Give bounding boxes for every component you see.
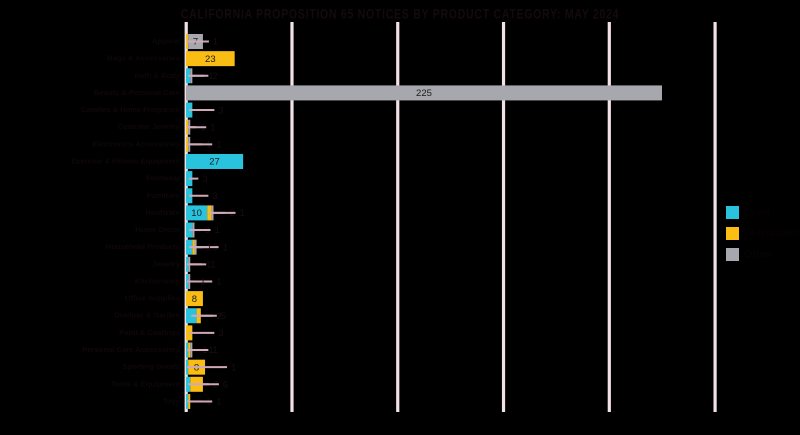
svg-text:Footwear: Footwear (146, 174, 180, 183)
svg-text:Bags & Accessories: Bags & Accessories (107, 54, 180, 63)
svg-text:Beauty & Personal Care: Beauty & Personal Care (94, 88, 180, 97)
svg-text:1: 1 (206, 260, 211, 271)
svg-text:1: 1 (231, 362, 236, 373)
svg-text:1: 1 (210, 122, 215, 133)
svg-text:3: 3 (212, 191, 217, 202)
svg-text:Tools & Equipment: Tools & Equipment (111, 379, 180, 388)
svg-text:Candles & Home Fragrance: Candles & Home Fragrance (81, 105, 180, 114)
svg-text:Jewelry: Jewelry (152, 259, 181, 268)
svg-text:Sporting Goods: Sporting Goods (123, 362, 180, 371)
svg-text:Household Products: Household Products (106, 242, 180, 251)
svg-text:225: 225 (416, 88, 432, 99)
svg-text:Bath & Body: Bath & Body (134, 71, 180, 80)
svg-text:1: 1 (213, 37, 218, 48)
svg-text:1: 1 (216, 140, 221, 151)
svg-text:Home Decor: Home Decor (135, 225, 180, 234)
svg-text:Office Supplies: Office Supplies (125, 294, 180, 303)
svg-text:Electronics Accessories: Electronics Accessories (92, 139, 180, 148)
svg-text:Outdoor & Garden: Outdoor & Garden (114, 311, 181, 320)
svg-text:1: 1 (240, 208, 245, 219)
svg-text:Hardware: Hardware (145, 208, 180, 217)
svg-text:3: 3 (218, 328, 223, 339)
svg-text:23: 23 (205, 54, 216, 65)
svg-text:1: 1 (207, 242, 212, 253)
svg-text:1: 1 (223, 242, 228, 253)
svg-text:1: 1 (208, 71, 213, 82)
svg-text:1: 1 (216, 277, 221, 288)
svg-text:Toys: Toys (163, 396, 180, 405)
svg-text:Exercise & Fitness Equipment: Exercise & Fitness Equipment (71, 157, 180, 166)
svg-text:2: 2 (217, 311, 222, 322)
svg-text:Kitchenware: Kitchenware (135, 277, 180, 286)
svg-text:1: 1 (216, 397, 221, 408)
svg-text:1: 1 (208, 345, 213, 356)
svg-text:1: 1 (200, 277, 205, 288)
svg-text:1: 1 (214, 225, 219, 236)
svg-text:8: 8 (192, 294, 197, 305)
svg-text:Apparel: Apparel (152, 37, 180, 46)
svg-text:3: 3 (218, 105, 223, 116)
svg-text:Paint & Coatings: Paint & Coatings (119, 328, 180, 337)
svg-text:Costume Jewelry: Costume Jewelry (118, 122, 181, 131)
svg-text:27: 27 (209, 157, 220, 168)
svg-text:10: 10 (191, 208, 202, 219)
svg-text:3: 3 (202, 174, 207, 185)
svg-text:Furniture: Furniture (147, 191, 180, 200)
svg-text:Personal Care Accessories: Personal Care Accessories (82, 345, 180, 354)
svg-text:6: 6 (223, 380, 228, 391)
